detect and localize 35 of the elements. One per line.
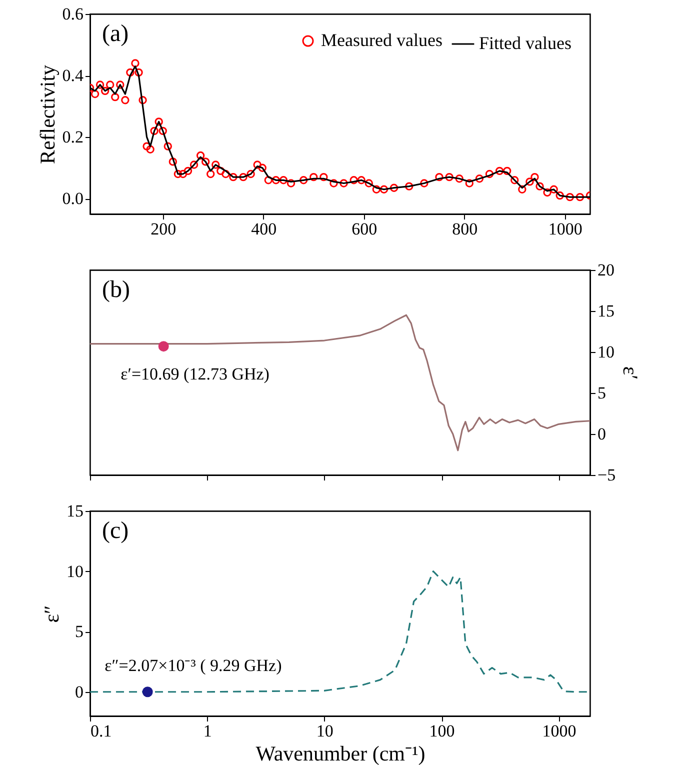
x-tick-label: 200: [150, 220, 176, 238]
x-tick-label: 10: [316, 722, 334, 740]
x-tick-label: 800: [452, 220, 478, 238]
annotation: ε′=10.69 (12.73 GHz): [120, 364, 270, 384]
x-tick-label: 400: [251, 220, 277, 238]
x-tick-label: 100: [429, 722, 455, 740]
y-tick-label: 0.0: [62, 189, 84, 208]
annotation: (c): [102, 518, 129, 544]
y-tick-label: 0.6: [62, 4, 84, 24]
y-axis-title: Reflectivity: [35, 64, 60, 164]
x-tick-label: 0.1: [90, 722, 112, 740]
x-tick-label: 600: [352, 220, 378, 238]
annotation: (b): [102, 277, 130, 303]
x-axis-title: Wavenumber (cm⁻¹): [256, 742, 426, 765]
legend-label: Fitted values: [479, 33, 572, 53]
x-tick-label: 1: [203, 722, 212, 740]
y-tick-label: 0.2: [62, 128, 84, 147]
y-tick-label: 0: [75, 682, 84, 702]
y-tick-label: 0.4: [62, 66, 84, 86]
y-tick-label: −5: [598, 466, 616, 484]
y-tick-label: 5: [598, 384, 606, 402]
y-tick-label: 20: [598, 260, 614, 280]
y-tick-label: 0: [598, 424, 606, 444]
annotation: ε″=2.07×10⁻³ ( 9.29 GHz): [104, 656, 282, 675]
x-tick-label: 1000: [548, 220, 582, 238]
y-axis-title: ε′: [618, 366, 643, 380]
y-tick-label: 15: [598, 302, 614, 320]
y-tick-label: 10: [66, 562, 84, 581]
annotation: (a): [102, 21, 129, 47]
legend-label: Measured values: [321, 30, 442, 50]
y-tick-label: 5: [75, 622, 84, 642]
y-tick-label: 10: [598, 342, 614, 362]
x-tick-label: 1000: [542, 722, 576, 740]
y-tick-label: 15: [66, 502, 84, 520]
y-axis-title: ε″: [40, 605, 64, 623]
